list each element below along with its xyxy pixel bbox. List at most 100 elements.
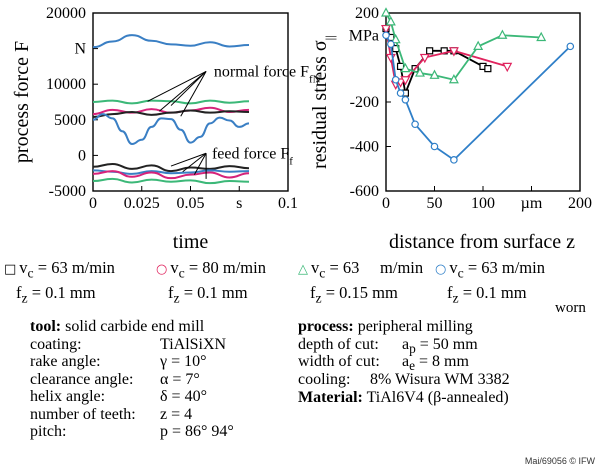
annotation-leader: [147, 70, 207, 102]
data-point: [502, 62, 513, 73]
legend-vc-value: = 63 m/min: [325, 258, 424, 277]
tool-value: p = 86° 94°: [160, 423, 234, 440]
legend-vc-sub: c: [319, 265, 326, 281]
y-tick-label: -200: [350, 94, 379, 111]
legend-vc: v: [19, 258, 28, 277]
data-point: [396, 89, 405, 97]
legend-vc: v: [449, 258, 458, 277]
feed-force-subscript: f: [289, 155, 293, 167]
tool-row: number of teeth: z = 4: [30, 406, 290, 424]
normal-force-label: normal force FfN: [214, 63, 321, 85]
x-axis-label: distance from surface z: [389, 231, 575, 253]
x-tick-label: 0.05: [177, 195, 205, 212]
process-description: peripheral milling: [353, 318, 473, 335]
figure-id: Mai/69056 © IFW: [524, 456, 595, 466]
legend-fz-sub: z: [315, 290, 322, 306]
data-point: [448, 47, 459, 57]
tool-key: number of teeth:: [30, 405, 136, 423]
data-point: [382, 31, 390, 40]
legend-fz-value: = 0.1 mm: [458, 283, 527, 303]
force-line: [92, 113, 250, 146]
annotation-leader: [170, 71, 207, 106]
x-tick-label: 0.025: [124, 195, 160, 212]
data-point: [390, 33, 401, 44]
legend-fz-value: = 0.1 mm: [179, 283, 248, 303]
depth-value: = 50 mm: [415, 335, 478, 353]
force-line: [92, 109, 250, 118]
legend-fz: f: [16, 283, 22, 303]
y-tick-label: N: [74, 41, 86, 58]
process-width: width of cut: ae = 8 mm: [298, 353, 598, 374]
legend-vc: v: [170, 258, 179, 277]
y-tick-label: -5000: [49, 183, 86, 200]
data-point: [419, 53, 430, 64]
tool-description: solid carbide end mill: [61, 318, 205, 335]
tool-row: clearance angle: α = 7°: [30, 371, 290, 389]
force-line: [92, 34, 250, 49]
depth-sub: p: [409, 340, 416, 356]
legend-vc-value: = 63 m/min: [463, 258, 545, 277]
process-depth: depth of cut: ap = 50 mm: [298, 335, 598, 356]
y-tick-label: -400: [350, 139, 379, 156]
legend-fz-sub: z: [452, 290, 459, 306]
legend-fz: f: [447, 283, 453, 303]
force-line: [92, 177, 250, 185]
annotation-leader: [193, 153, 207, 175]
y-tick-label: 5000: [54, 112, 86, 129]
tool-value: z = 4: [160, 405, 193, 423]
legend-vc-sub: c: [27, 265, 34, 281]
x-tick-label: 0: [382, 195, 390, 212]
width-symbol: a: [402, 353, 410, 370]
legend-vc: v: [311, 258, 320, 277]
stress-chart: 0 50 100 µm 200 200 MPa -200 -400 -600 distance fr…: [309, 5, 592, 253]
y-tick-label: -600: [350, 183, 379, 200]
y-tick-label: MPa: [349, 27, 379, 44]
legend-item-1: □ vc = 63 m/min fz = 0.1 mm: [4, 258, 115, 309]
data-point: [473, 40, 484, 50]
data-point: [414, 67, 425, 77]
y-tick-label: 10000: [46, 76, 86, 93]
x-tick-label: 100: [471, 195, 495, 212]
width-value: = 8 mm: [415, 353, 469, 370]
legend-item-3: △ vc = 63 m/min fz = 0.15 mm: [298, 258, 423, 309]
tool-row: pitch: p = 86° 94°: [30, 423, 290, 441]
y-tick-label: 0: [78, 147, 86, 164]
tool-key: pitch:: [30, 423, 67, 440]
process-key: width of cut:: [298, 353, 380, 370]
x-tick-label: s: [236, 195, 242, 212]
legend-item-2: ○ vc = 80 m/min fz = 0.1 mm: [156, 258, 266, 309]
data-point: [387, 40, 395, 48]
feed-force-label: feed force Ff: [212, 145, 293, 167]
data-point: [426, 47, 434, 55]
material-heading: Material:: [298, 389, 363, 406]
legend-fz: f: [310, 283, 316, 303]
data-point: [484, 65, 492, 73]
process-key: cooling:: [298, 370, 351, 388]
legend-fz-value: = 0.15 mm: [321, 283, 398, 303]
legend: □ vc = 63 m/min fz = 0.1 mm ○ vc = 80 m/mi…: [0, 258, 601, 318]
data-point: [448, 73, 459, 84]
data-point: [381, 7, 391, 17]
data-point: [429, 69, 440, 79]
annotation-leader: [170, 152, 207, 167]
data-point: [385, 16, 396, 26]
tool-key: coating:: [30, 335, 82, 353]
tool-row: helix angle: δ = 40°: [30, 388, 290, 406]
legend-fz: f: [168, 283, 174, 303]
tool-heading: tool:: [30, 318, 62, 335]
force-line: [92, 170, 250, 180]
y-axis-subscript: ||: [322, 35, 337, 40]
tool-row: coating: TiAlSiXN: [30, 336, 290, 354]
y-tick-label: 200: [355, 5, 379, 22]
width-sub: e: [409, 358, 416, 374]
legend-vc-sub: c: [457, 265, 464, 281]
x-tick-label: 0.1: [278, 195, 298, 212]
force-chart: 0 0.025 0.05 s 0.120000N1000050000-5000norma…: [11, 5, 321, 253]
x-tick-label: 200: [568, 195, 592, 212]
process-heading: process:: [298, 318, 354, 335]
tool-info: tool: solid carbide end mill coating: TiA…: [30, 318, 290, 441]
cooling-value: 8% Wisura WM 3382: [370, 370, 510, 388]
data-point: [400, 62, 411, 73]
stress-line: [385, 34, 571, 162]
